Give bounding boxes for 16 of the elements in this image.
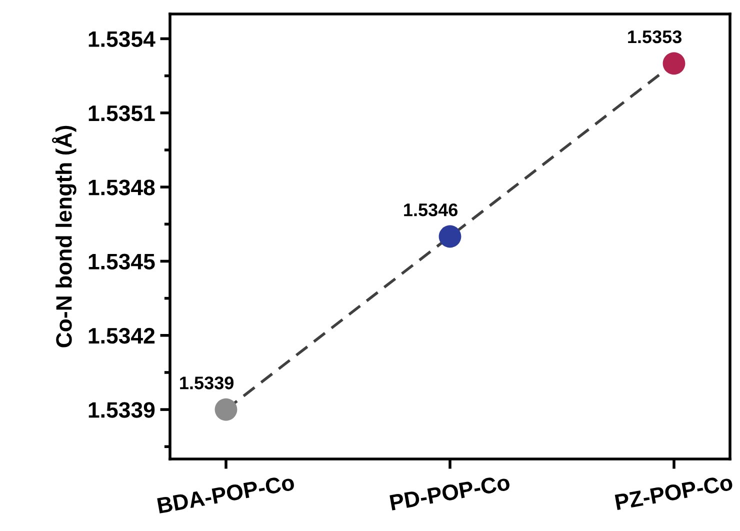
y-tick-label: 1.5348 — [88, 180, 155, 196]
y-tick-label: 1.5339 — [88, 402, 155, 418]
data-label: 1.5339 — [180, 376, 234, 390]
y-tick-label: 1.5351 — [88, 105, 155, 122]
x-tick-label: PD-POP-Co — [390, 474, 510, 511]
x-tick-label: PZ-POP-Co — [614, 474, 734, 510]
y-tick-label: 1.5354 — [88, 31, 156, 48]
x-tick-label: BDA-POP-Co — [157, 474, 295, 514]
y-tick-label: 1.5345 — [88, 254, 155, 270]
data-label: 1.5353 — [628, 30, 682, 44]
y-tick-label: 1.5342 — [88, 328, 155, 344]
point — [662, 52, 686, 75]
y-axis-title: Co-N bond length (Å) — [52, 126, 76, 348]
data-label: 1.5346 — [404, 203, 458, 216]
point — [438, 225, 462, 248]
point — [214, 398, 238, 421]
